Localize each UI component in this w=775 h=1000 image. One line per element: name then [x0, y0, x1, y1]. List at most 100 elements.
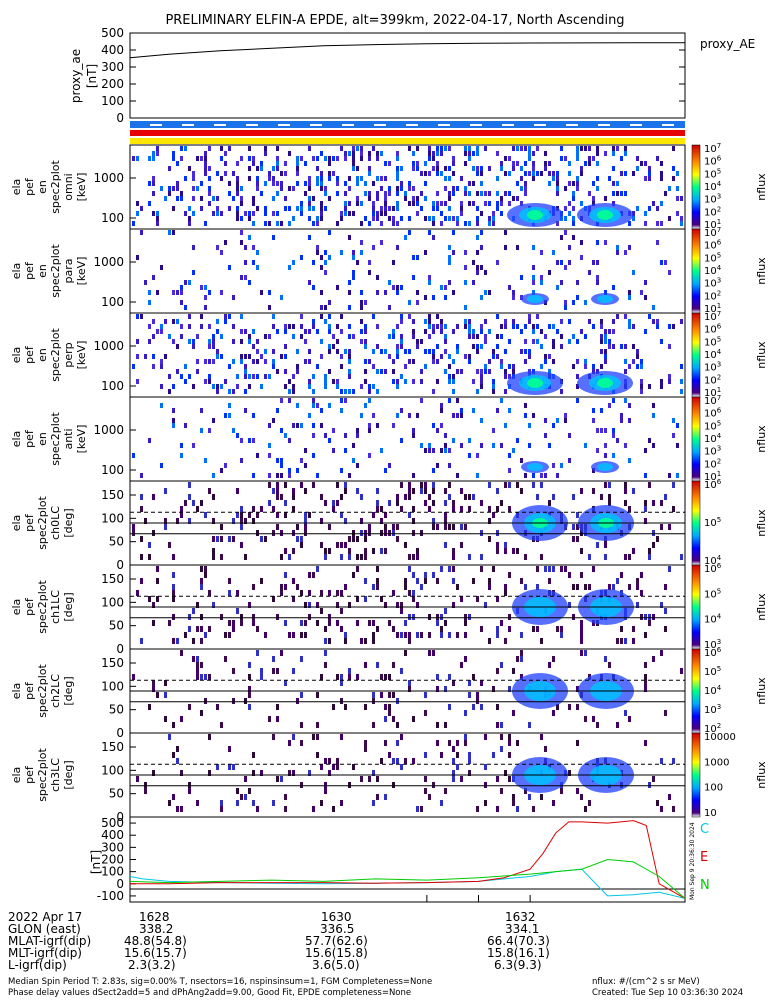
spec-cell [132, 156, 135, 161]
spec-cell [440, 632, 443, 638]
spec-cell [456, 584, 459, 590]
spec-cell [412, 161, 415, 166]
spec-cell [600, 324, 603, 329]
spec-cell [496, 260, 499, 265]
spec-cell [436, 359, 439, 364]
spec-cell [360, 554, 363, 560]
spec-cell [464, 710, 467, 716]
spec-cell [416, 806, 419, 812]
spec-cell [292, 578, 295, 584]
spec-cell [348, 548, 351, 554]
spec-cell [368, 191, 371, 196]
spec-cell [300, 722, 303, 728]
spec-cell [240, 156, 243, 161]
colorbar-tick-label: 106 [704, 478, 722, 491]
spec-cell [260, 191, 263, 196]
spec-cell [596, 448, 599, 453]
spec-cell [172, 722, 175, 728]
spec-cell [404, 349, 407, 354]
spec-cell [240, 620, 243, 626]
spec-cell [228, 578, 231, 584]
spectrogram-ylabel-word: ela [10, 347, 23, 364]
spec-cell [172, 423, 175, 428]
spec-cell [164, 680, 167, 686]
spec-cell [148, 554, 151, 560]
spec-cell [264, 221, 267, 226]
spec-cell [164, 196, 167, 201]
spec-cell [140, 554, 143, 560]
spec-cell [288, 206, 291, 211]
tt-row-value: 336.5 [320, 922, 355, 936]
spec-cell [548, 354, 551, 359]
spec-cell [524, 181, 527, 186]
spec-cell [624, 443, 627, 448]
spec-cell [256, 349, 259, 354]
spec-cell [404, 235, 407, 240]
spec-cell [420, 806, 423, 812]
spec-cell [668, 216, 671, 221]
spec-cell [212, 602, 215, 608]
spec-cell [328, 638, 331, 644]
spec-cell [296, 206, 299, 211]
spec-cell [580, 201, 583, 206]
spec-cell [528, 156, 531, 161]
spec-cell [480, 530, 483, 536]
spec-cell [428, 632, 431, 638]
spec-cell [604, 359, 607, 364]
spec-cell [424, 181, 427, 186]
spec-cell [384, 674, 387, 680]
spec-cell [308, 216, 311, 221]
spec-cell [648, 620, 651, 626]
spec-cell [248, 512, 251, 518]
spec-cell [388, 710, 391, 716]
spec-cell [548, 369, 551, 374]
spectrogram-ylabel-word: pef [23, 513, 36, 532]
spec-cell [196, 674, 199, 680]
spec-cell [136, 776, 139, 782]
spec-cell [280, 584, 283, 590]
spec-cell [640, 359, 643, 364]
spec-cell [288, 151, 291, 156]
spec-cell [608, 176, 611, 181]
spec-cell [172, 384, 175, 389]
spec-cell [408, 632, 411, 638]
spec-cell [296, 369, 299, 374]
spec-cell [216, 764, 219, 770]
spec-cell [440, 151, 443, 156]
spec-cell [264, 536, 267, 542]
spec-cell [500, 620, 503, 626]
spec-cell [336, 156, 339, 161]
spec-cell [332, 344, 335, 349]
spec-cell [432, 423, 435, 428]
spec-cell [180, 443, 183, 448]
spec-cell [412, 433, 415, 438]
spec-cell [300, 740, 303, 746]
spec-cell [408, 614, 411, 620]
spec-cell [376, 344, 379, 349]
spec-cell [320, 201, 323, 206]
spec-cell [480, 704, 483, 710]
spec-cell [328, 438, 331, 443]
spec-cell [244, 364, 247, 369]
spec-cell [372, 722, 375, 728]
spec-cell [252, 156, 255, 161]
spec-cell [660, 524, 663, 530]
spec-cell [556, 285, 559, 290]
spec-cell [204, 285, 207, 290]
spec-cell [316, 752, 319, 758]
spec-cell [152, 364, 155, 369]
spec-cell [504, 319, 507, 324]
spec-cell [596, 542, 599, 548]
spec-cell [384, 196, 387, 201]
spec-cell [396, 632, 399, 638]
spec-cell [476, 473, 479, 478]
spec-cell [204, 156, 207, 161]
spec-cell [452, 359, 455, 364]
spec-cell [364, 403, 367, 408]
spec-cell [616, 314, 619, 319]
spec-cell [192, 176, 195, 181]
spec-cell [396, 413, 399, 418]
spec-cell [508, 408, 511, 413]
spec-cell [308, 280, 311, 285]
